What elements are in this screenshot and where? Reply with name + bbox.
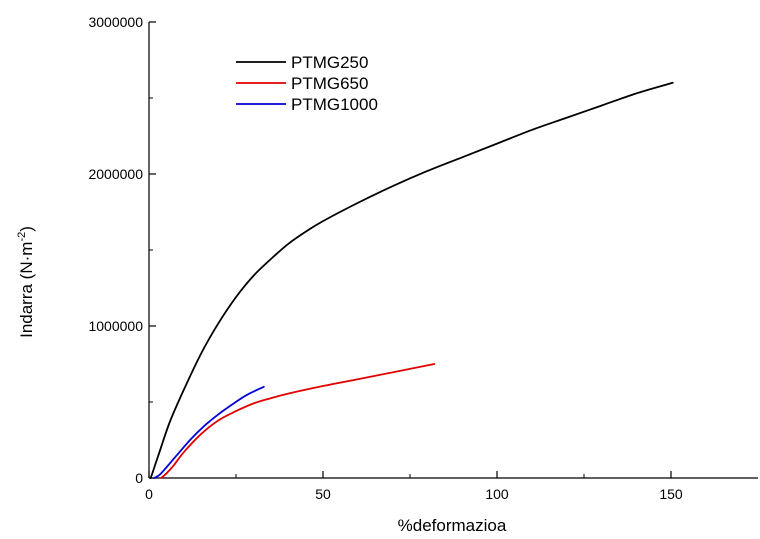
- x-tick-label: 150: [659, 486, 683, 502]
- axes: 0 50 100 150 0 1000000 2000000 3000000: [88, 14, 758, 502]
- x-tick-label: 100: [485, 486, 509, 502]
- x-tick-label: 50: [315, 486, 331, 502]
- series-line-ptmg250: [149, 81, 674, 479]
- y-axis-label: Indarra (N·m-2): [16, 226, 36, 338]
- legend-label-ptmg250: PTMG250: [291, 53, 368, 72]
- series-line-ptmg1000: [153, 385, 265, 479]
- y-tick-label: 3000000: [88, 14, 143, 30]
- legend: PTMG250 PTMG650 PTMG1000: [236, 53, 378, 114]
- x-tick-label: 0: [145, 486, 153, 502]
- x-axis-label: %deformazioa: [398, 516, 507, 535]
- y-tick-label: 1000000: [88, 318, 143, 334]
- legend-label-ptmg650: PTMG650: [291, 74, 368, 93]
- y-tick-label: 2000000: [88, 166, 143, 182]
- legend-label-ptmg1000: PTMG1000: [291, 95, 378, 114]
- series-layer: [149, 81, 674, 479]
- y-tick-label: 0: [135, 470, 143, 486]
- series-line-ptmg650: [160, 363, 436, 479]
